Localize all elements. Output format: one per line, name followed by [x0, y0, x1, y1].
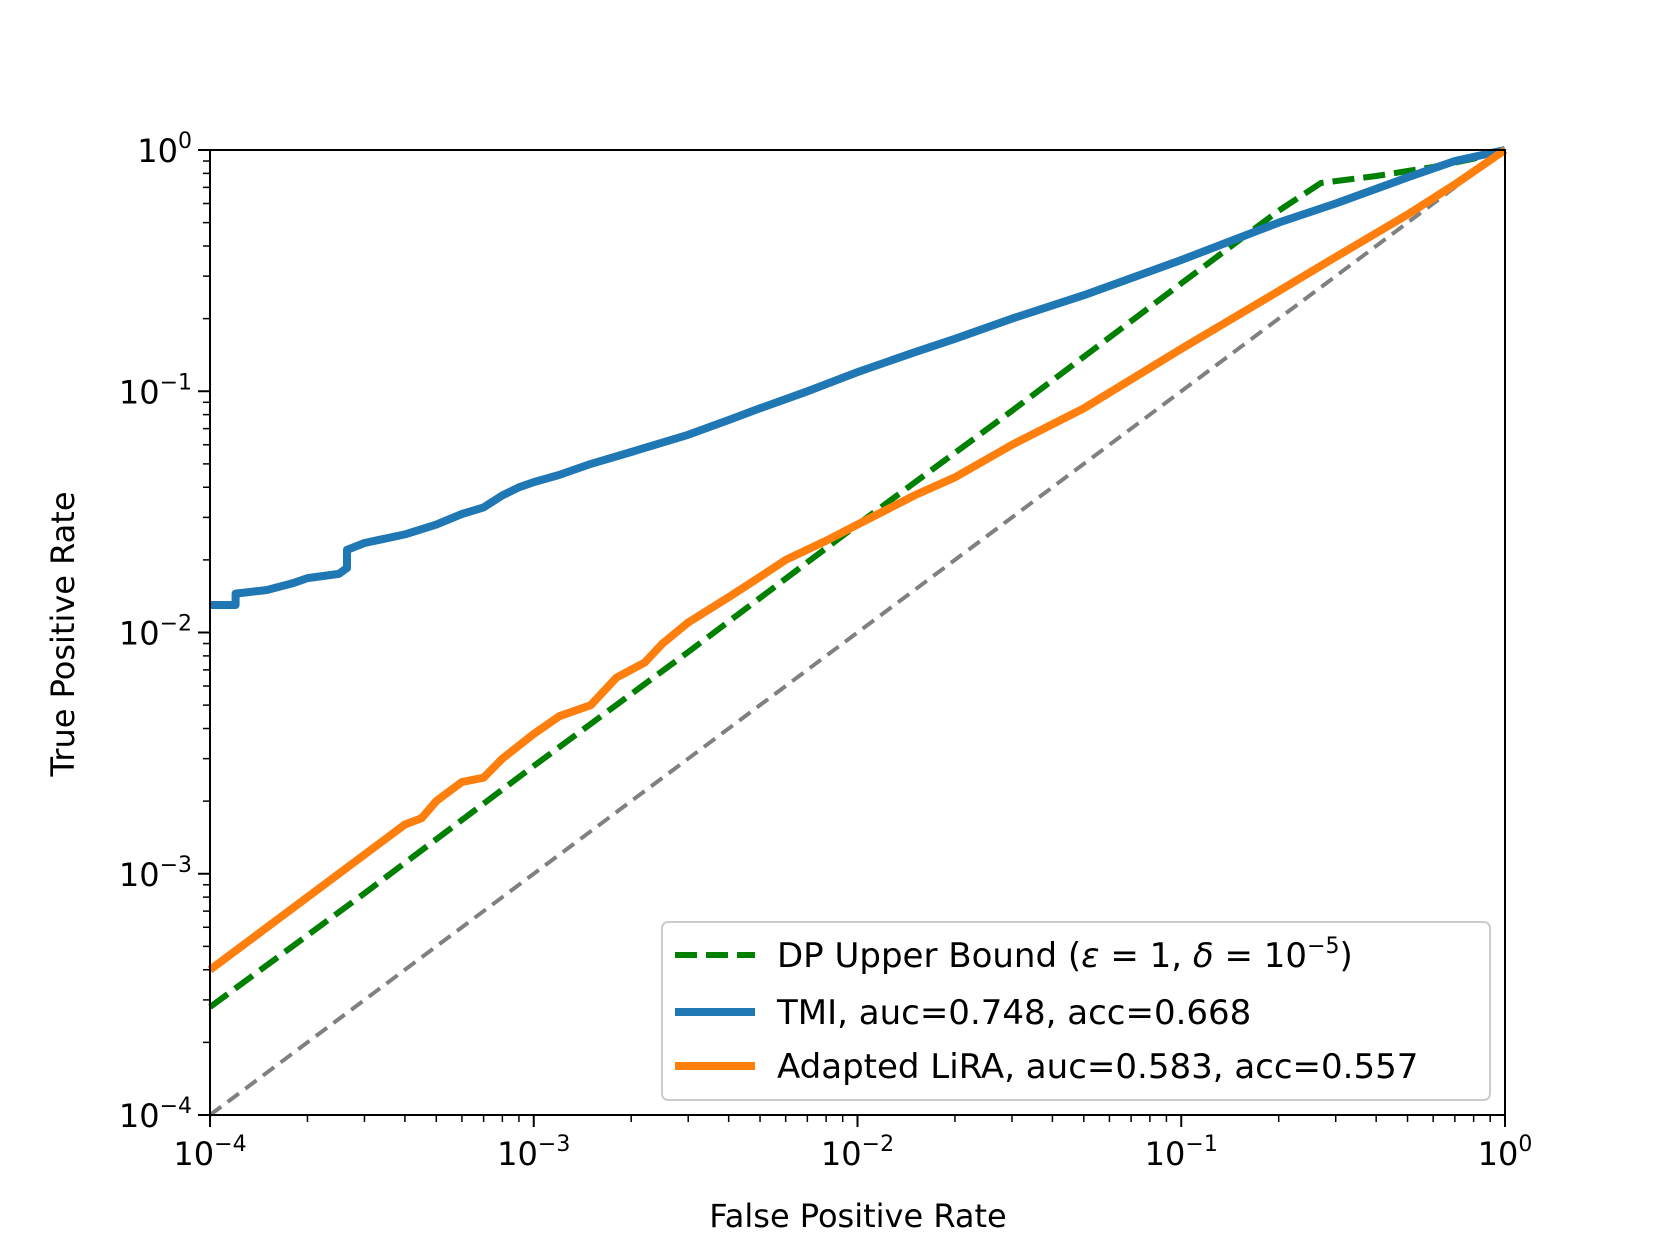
y-tick-label: 10−2	[119, 612, 192, 653]
y-tick-label: 10−1	[119, 370, 192, 411]
y-axis-label: True Positive Rate	[44, 491, 82, 777]
legend-label-dp: DP Upper Bound (ε = 1, δ = 10−5)	[777, 934, 1353, 976]
legend-label-lira: Adapted LiRA, auc=0.583, acc=0.557	[777, 1047, 1418, 1087]
ticks-layer: 10−4 10−3 10−2 10−1 100 10−4 10−3 10−2 10−1 100	[119, 129, 1533, 1173]
y-tick-label: 100	[137, 129, 192, 170]
y-tick-label: 10−3	[119, 853, 192, 894]
x-tick-label: 10−2	[821, 1132, 894, 1173]
legend-label-tmi: TMI, auc=0.748, acc=0.668	[776, 993, 1251, 1033]
x-axis-label: False Positive Rate	[709, 1197, 1006, 1235]
series-line-chance	[208, 148, 1507, 1117]
series-line-lira	[207, 146, 1508, 974]
x-tick-label: 10−1	[1145, 1132, 1218, 1173]
x-tick-label: 10−3	[497, 1132, 570, 1173]
series-layer	[207, 146, 1508, 1117]
x-tick-label: 100	[1478, 1132, 1533, 1173]
legend-box	[661, 921, 1491, 1101]
x-tick-label: 10−4	[173, 1132, 246, 1173]
series-line-tmi	[210, 146, 1506, 609]
y-tick-label: 10−4	[119, 1094, 192, 1135]
legend: DP Upper Bound (ε = 1, δ = 10−5) TMI, au…	[661, 921, 1491, 1101]
